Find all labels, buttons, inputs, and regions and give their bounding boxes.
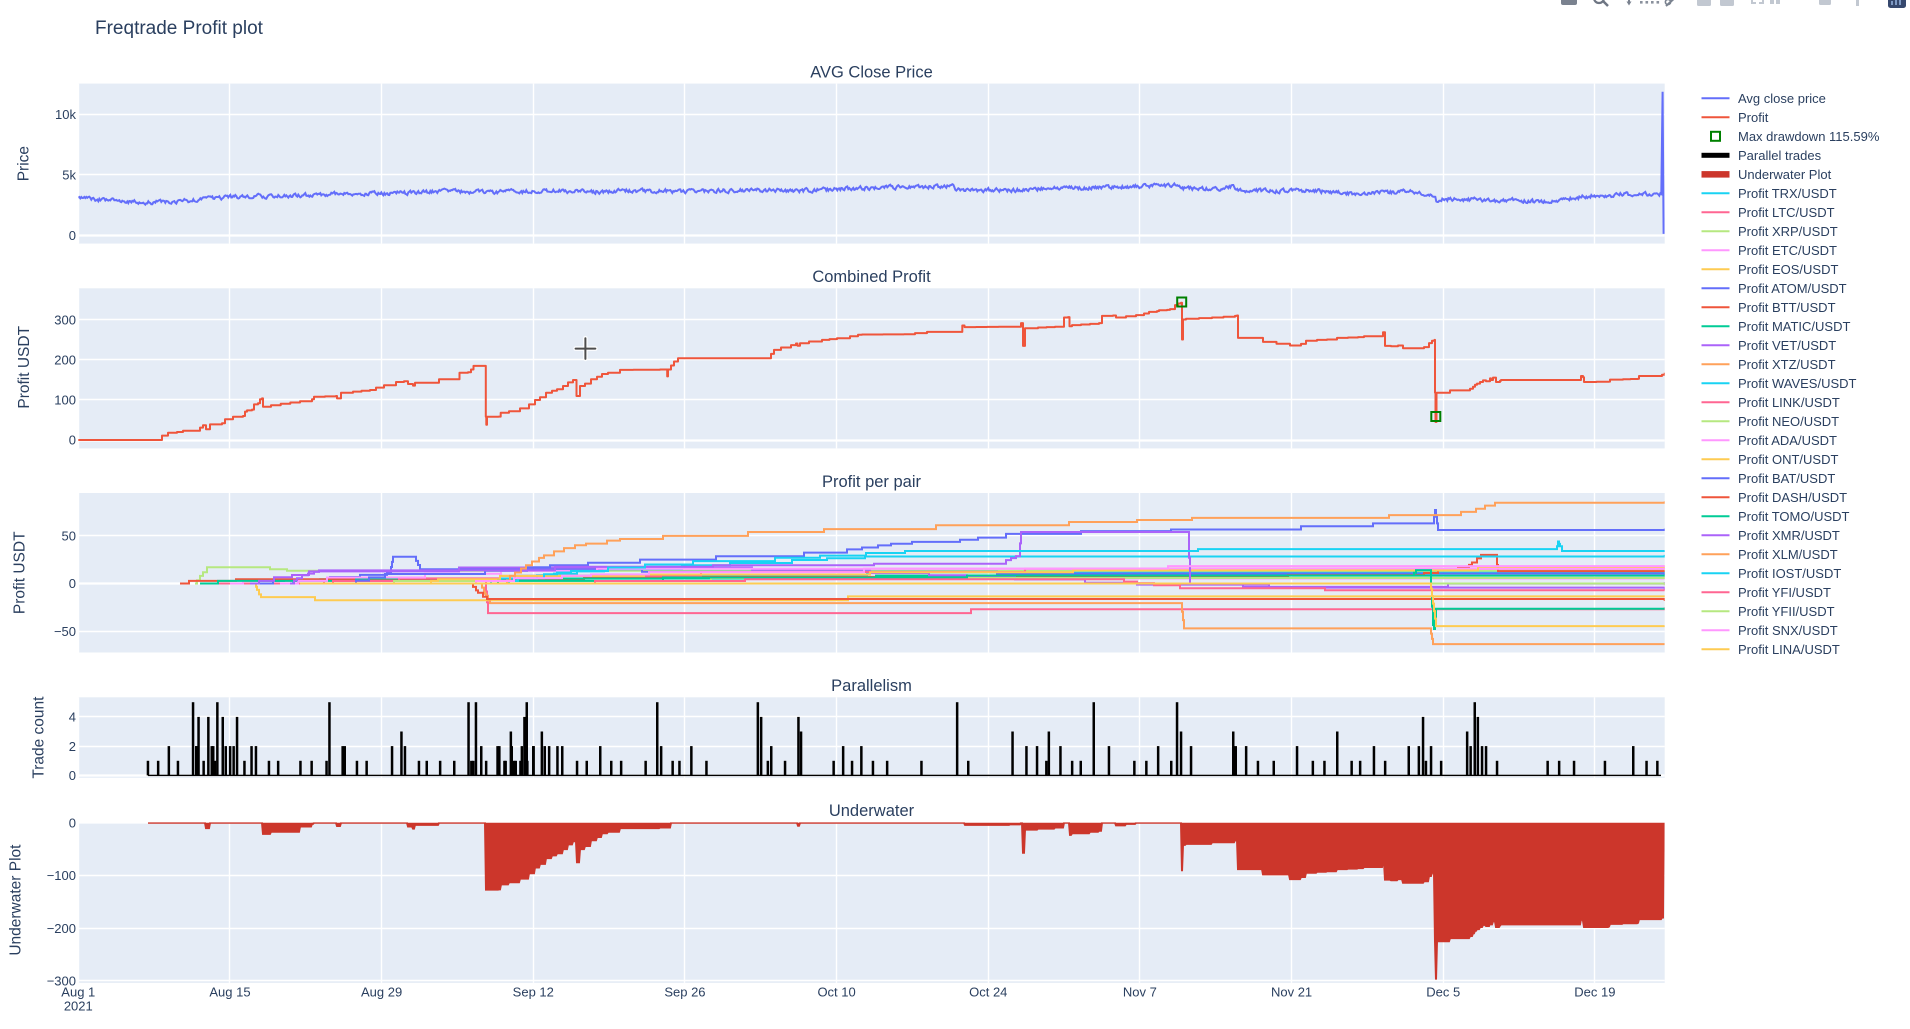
svg-text:Profit WAVES/USDT: Profit WAVES/USDT (1738, 376, 1857, 391)
svg-text:Aug 1: Aug 1 (61, 985, 95, 1000)
svg-text:Profit IOST/USDT: Profit IOST/USDT (1738, 566, 1841, 581)
svg-text:Dec 5: Dec 5 (1426, 985, 1460, 1000)
svg-text:Combined Profit: Combined Profit (812, 268, 931, 286)
svg-text:−200: −200 (47, 921, 76, 936)
svg-text:Parallelism: Parallelism (831, 677, 912, 695)
svg-text:2: 2 (69, 739, 76, 754)
svg-text:Profit XLM/USDT: Profit XLM/USDT (1738, 547, 1838, 562)
svg-text:Underwater Plot: Underwater Plot (1738, 167, 1832, 182)
svg-text:Avg close price: Avg close price (1738, 91, 1826, 106)
svg-text:0: 0 (69, 228, 76, 243)
svg-text:Aug 15: Aug 15 (209, 985, 250, 1000)
svg-text:−50: −50 (54, 624, 76, 639)
svg-text:Price: Price (16, 146, 33, 181)
svg-text:Trade count: Trade count (31, 696, 48, 779)
svg-text:5k: 5k (62, 168, 76, 183)
svg-text:Profit EOS/USDT: Profit EOS/USDT (1738, 262, 1838, 277)
svg-text:Profit LINK/USDT: Profit LINK/USDT (1738, 395, 1840, 410)
svg-text:0: 0 (69, 816, 76, 831)
svg-text:50: 50 (62, 528, 76, 543)
svg-text:Profit TOMO/USDT: Profit TOMO/USDT (1738, 509, 1850, 524)
svg-text:Nov 7: Nov 7 (1123, 985, 1157, 1000)
svg-text:Profit LINA/USDT: Profit LINA/USDT (1738, 642, 1840, 657)
svg-text:Profit XMR/USDT: Profit XMR/USDT (1738, 528, 1840, 543)
svg-text:Profit XRP/USDT: Profit XRP/USDT (1738, 224, 1838, 239)
svg-text:Sep 12: Sep 12 (513, 985, 554, 1000)
svg-text:Max drawdown 115.59%: Max drawdown 115.59% (1738, 129, 1880, 144)
svg-text:Aug 29: Aug 29 (361, 985, 402, 1000)
svg-text:Profit DASH/USDT: Profit DASH/USDT (1738, 490, 1847, 505)
svg-text:Profit YFI/USDT: Profit YFI/USDT (1738, 585, 1831, 600)
svg-text:2021: 2021 (64, 999, 93, 1014)
svg-text:Freqtrade Profit plot: Freqtrade Profit plot (95, 18, 264, 39)
svg-text:Profit LTC/USDT: Profit LTC/USDT (1738, 205, 1835, 220)
svg-text:Profit MATIC/USDT: Profit MATIC/USDT (1738, 319, 1850, 334)
svg-text:Profit: Profit (1738, 110, 1769, 125)
svg-text:300: 300 (54, 313, 76, 328)
svg-text:Dec 19: Dec 19 (1574, 985, 1615, 1000)
svg-text:Parallel trades: Parallel trades (1738, 148, 1822, 163)
svg-text:200: 200 (54, 353, 76, 368)
svg-text:Oct 24: Oct 24 (969, 985, 1007, 1000)
svg-text:Profit ETC/USDT: Profit ETC/USDT (1738, 243, 1837, 258)
svg-text:0: 0 (69, 768, 76, 783)
svg-text:Profit USDT: Profit USDT (16, 325, 33, 408)
svg-text:Nov 21: Nov 21 (1271, 985, 1312, 1000)
svg-text:Profit SNX/USDT: Profit SNX/USDT (1738, 623, 1838, 638)
svg-text:Profit ATOM/USDT: Profit ATOM/USDT (1738, 281, 1847, 296)
svg-text:Underwater Plot: Underwater Plot (8, 844, 25, 956)
svg-text:0: 0 (69, 433, 76, 448)
svg-text:Profit per pair: Profit per pair (822, 473, 922, 491)
svg-text:Profit BAT/USDT: Profit BAT/USDT (1738, 471, 1835, 486)
svg-text:Profit YFII/USDT: Profit YFII/USDT (1738, 604, 1835, 619)
svg-text:Profit ADA/USDT: Profit ADA/USDT (1738, 433, 1837, 448)
svg-text:Oct 10: Oct 10 (817, 985, 855, 1000)
svg-text:−100: −100 (47, 868, 76, 883)
svg-text:Sep 26: Sep 26 (664, 985, 705, 1000)
svg-text:Profit NEO/USDT: Profit NEO/USDT (1738, 414, 1839, 429)
svg-text:−300: −300 (47, 973, 76, 988)
svg-text:4: 4 (69, 710, 76, 725)
svg-text:Profit BTT/USDT: Profit BTT/USDT (1738, 300, 1836, 315)
svg-text:0: 0 (69, 576, 76, 591)
svg-text:Profit TRX/USDT: Profit TRX/USDT (1738, 186, 1837, 201)
svg-text:Profit VET/USDT: Profit VET/USDT (1738, 338, 1836, 353)
svg-text:10k: 10k (55, 107, 76, 122)
svg-text:100: 100 (54, 393, 76, 408)
svg-text:AVG Close Price: AVG Close Price (810, 63, 933, 81)
svg-text:Profit XTZ/USDT: Profit XTZ/USDT (1738, 357, 1836, 372)
svg-text:Profit ONT/USDT: Profit ONT/USDT (1738, 452, 1838, 467)
svg-text:Underwater: Underwater (829, 802, 915, 820)
svg-text:Profit USDT: Profit USDT (12, 531, 29, 614)
